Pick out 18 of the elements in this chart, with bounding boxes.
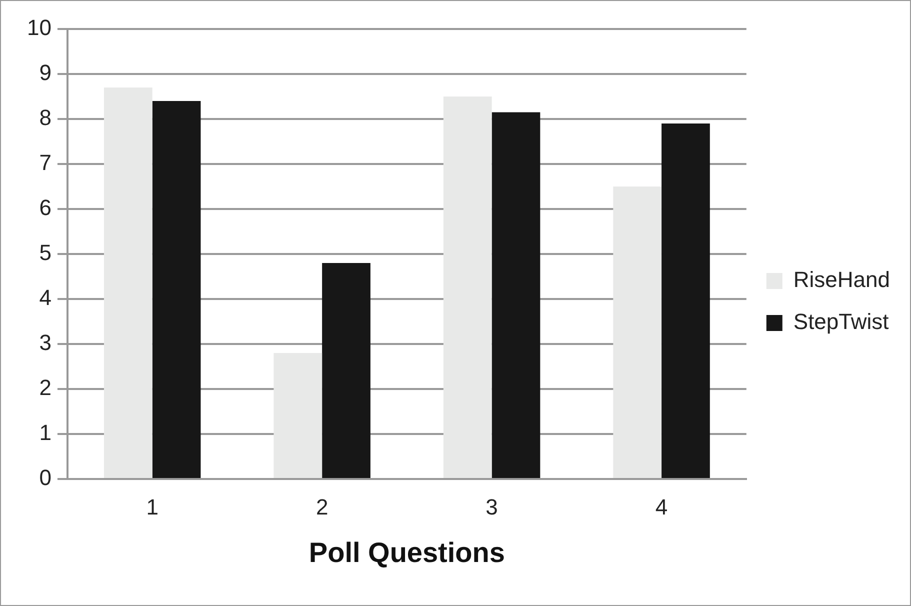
y-tick-label: 8	[39, 105, 52, 130]
x-tick-label: 1	[146, 494, 158, 520]
legend-label: StepTwist	[793, 309, 889, 334]
x-tick-label: 4	[655, 494, 668, 520]
y-tick-label: 9	[39, 60, 52, 86]
legend-label: RiseHand	[793, 267, 890, 292]
y-tick-label: 1	[39, 420, 52, 446]
y-tick-label: 6	[39, 195, 52, 220]
y-tick-label: 10	[26, 15, 52, 40]
y-tick-label: 2	[39, 375, 52, 400]
y-tick-label: 3	[39, 330, 52, 356]
x-tick-label: 2	[316, 494, 328, 520]
x-axis-title: Poll Questions	[308, 536, 505, 568]
y-tick-label: 4	[39, 285, 52, 310]
y-tick-label: 7	[39, 150, 52, 176]
y-tick-label: 5	[39, 240, 52, 266]
y-tick-label: 0	[39, 465, 52, 490]
x-tick-label: 3	[486, 494, 498, 520]
